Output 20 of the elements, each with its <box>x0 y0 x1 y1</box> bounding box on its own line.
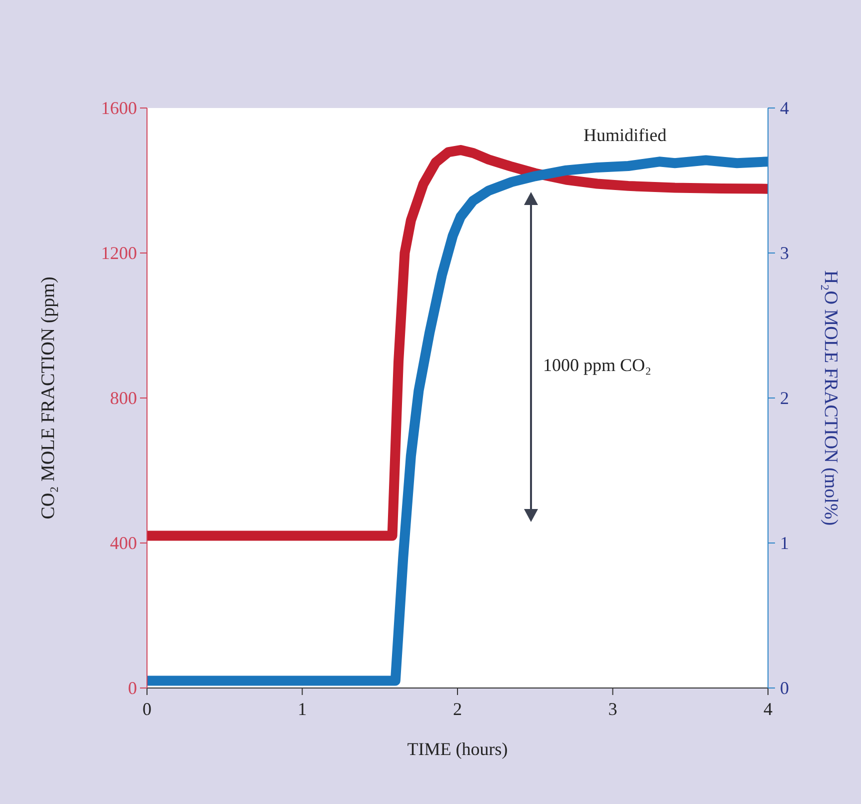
y-tick-label: 1200 <box>101 243 137 263</box>
x-tick-label: 3 <box>608 699 618 719</box>
x-tick-label: 4 <box>764 699 772 719</box>
annotation: Humidified <box>584 125 666 145</box>
y2-axis-title: H₂O MOLE FRACTION (mol%) <box>820 270 841 526</box>
y-tick-label: 0 <box>128 678 137 698</box>
y2-tick-label: 3 <box>780 243 789 263</box>
x-tick-label: 1 <box>298 699 307 719</box>
y2-tick-label: 4 <box>780 98 789 118</box>
y-tick-label: 1600 <box>101 98 137 118</box>
x-axis-title: TIME (hours) <box>407 739 508 759</box>
y-tick-label: 400 <box>110 533 137 553</box>
y2-tick-label: 2 <box>780 388 789 408</box>
y2-tick-label: 1 <box>780 533 789 553</box>
x-tick-label: 2 <box>453 699 462 719</box>
y-tick-label: 800 <box>110 388 137 408</box>
y2-tick-label: 0 <box>780 678 789 698</box>
y-axis-title: CO₂ MOLE FRACTION (ppm) <box>38 276 59 520</box>
x-tick-label: 0 <box>142 699 152 719</box>
annotation: 1000 ppm CO₂ <box>543 355 652 375</box>
